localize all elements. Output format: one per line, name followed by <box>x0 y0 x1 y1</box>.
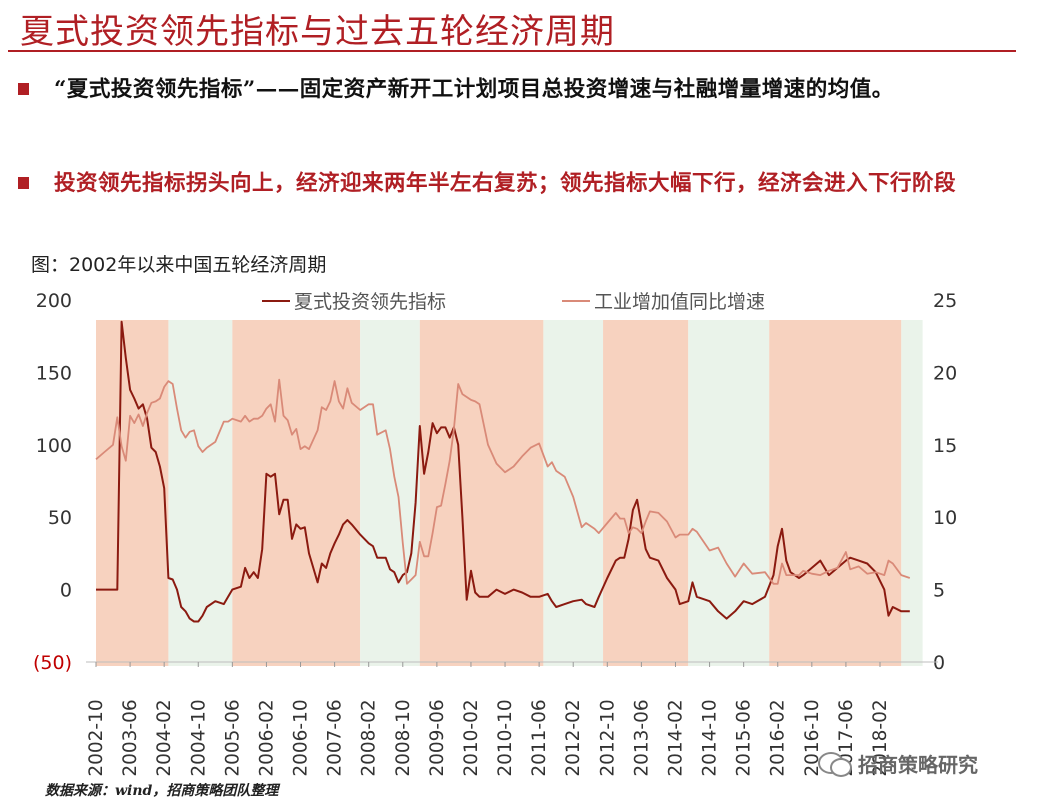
x-axis-tick-label: 2016-02 <box>768 699 789 776</box>
bullet-square-icon <box>18 177 29 189</box>
left-axis-tick-label: (50) <box>33 652 72 674</box>
x-axis-tick-label: 2007-06 <box>325 699 346 776</box>
bullet-text: 投资领先指标拐头向上，经济迎来两年半左右复苏；领先指标大幅下行，经济会进入下行阶… <box>54 171 957 196</box>
upswing-band <box>603 320 689 666</box>
right-axis-tick-label: 20 <box>933 362 957 384</box>
watermark-text: 招商策略研究 <box>858 752 978 777</box>
x-axis-tick-label: 2010-02 <box>461 699 482 776</box>
x-axis-tick-label: 2003-06 <box>120 699 141 776</box>
x-axis-tick-label: 2016-10 <box>802 699 823 776</box>
x-axis-tick-label: 2004-02 <box>154 699 175 776</box>
x-axis-tick-label: 2011-06 <box>529 699 550 776</box>
slide-title: 夏式投资领先指标与过去五轮经济周期 <box>20 12 615 52</box>
legend: 夏式投资领先指标 工业增加值同比增速 <box>262 291 765 313</box>
title-divider <box>8 50 1016 52</box>
x-axis-tick-label: 2010-10 <box>495 699 516 776</box>
legend-label: 工业增加值同比增速 <box>594 291 765 313</box>
downswing-band <box>543 320 604 666</box>
x-axis-tick-label: 2012-10 <box>597 699 618 776</box>
industrial-output-line <box>95 378 911 585</box>
right-axis-tick-label: 15 <box>933 435 957 457</box>
downswing-band <box>168 320 233 666</box>
x-axis-tick-label: 2006-10 <box>291 699 312 776</box>
left-axis-tick-label: 100 <box>36 435 72 457</box>
downswing-band <box>360 320 420 666</box>
left-axis-tick-label: 200 <box>36 290 72 312</box>
figure-caption: 图：2002年以来中国五轮经济周期 <box>31 254 327 276</box>
x-axis-tick-label: 2008-02 <box>359 699 380 776</box>
source-note: 数据来源：wind，招商策略团队整理 <box>45 783 279 799</box>
left-axis-tick-label: 50 <box>48 507 72 529</box>
upswing-band <box>232 320 361 666</box>
x-axis-tick-label: 2006-02 <box>256 699 277 776</box>
x-axis-tick-label: 2015-06 <box>734 699 755 776</box>
x-axis-tick-label: 2009-06 <box>427 699 448 776</box>
series-lines <box>95 320 911 623</box>
cycle-bands <box>96 320 923 666</box>
x-axis-tick-label: 2005-06 <box>222 699 243 776</box>
upswing-band <box>96 320 169 666</box>
downswing-band <box>688 320 770 666</box>
x-axis-tick-label: 2002-10 <box>86 699 107 776</box>
leading-indicator-line <box>96 320 910 623</box>
x-axis-tick-label: 2004-10 <box>188 699 209 776</box>
x-axis-tick-label: 2013-06 <box>631 699 652 776</box>
wechat-icon <box>818 750 852 777</box>
right-axis-tick-label: 5 <box>933 580 945 602</box>
x-axis-tick-label: 2014-02 <box>665 699 686 776</box>
x-axis-tick-label: 2008-10 <box>393 699 414 776</box>
right-axis-tick-label: 10 <box>933 507 957 529</box>
upswing-band <box>769 320 902 666</box>
bullet-text: “夏式投资领先指标”——固定资产新开工计划项目总投资增速与社融增量增速的均值。 <box>54 77 894 102</box>
upswing-band <box>419 320 544 666</box>
x-axis-tick-label: 2018-02 <box>870 699 891 776</box>
right-axis-tick-label: 0 <box>933 652 945 674</box>
left-axis-tick-label: 0 <box>60 580 72 602</box>
legend-label: 夏式投资领先指标 <box>294 291 446 313</box>
left-axis-tick-label: 150 <box>36 362 72 384</box>
bullet-square-icon <box>18 83 29 95</box>
downswing-band <box>901 320 923 666</box>
x-axis-tick-label: 2012-02 <box>563 699 584 776</box>
x-axis-tick-label: 2014-10 <box>700 699 721 776</box>
right-axis-tick-label: 25 <box>933 290 957 312</box>
watermark: 招商策略研究 <box>818 745 1008 781</box>
